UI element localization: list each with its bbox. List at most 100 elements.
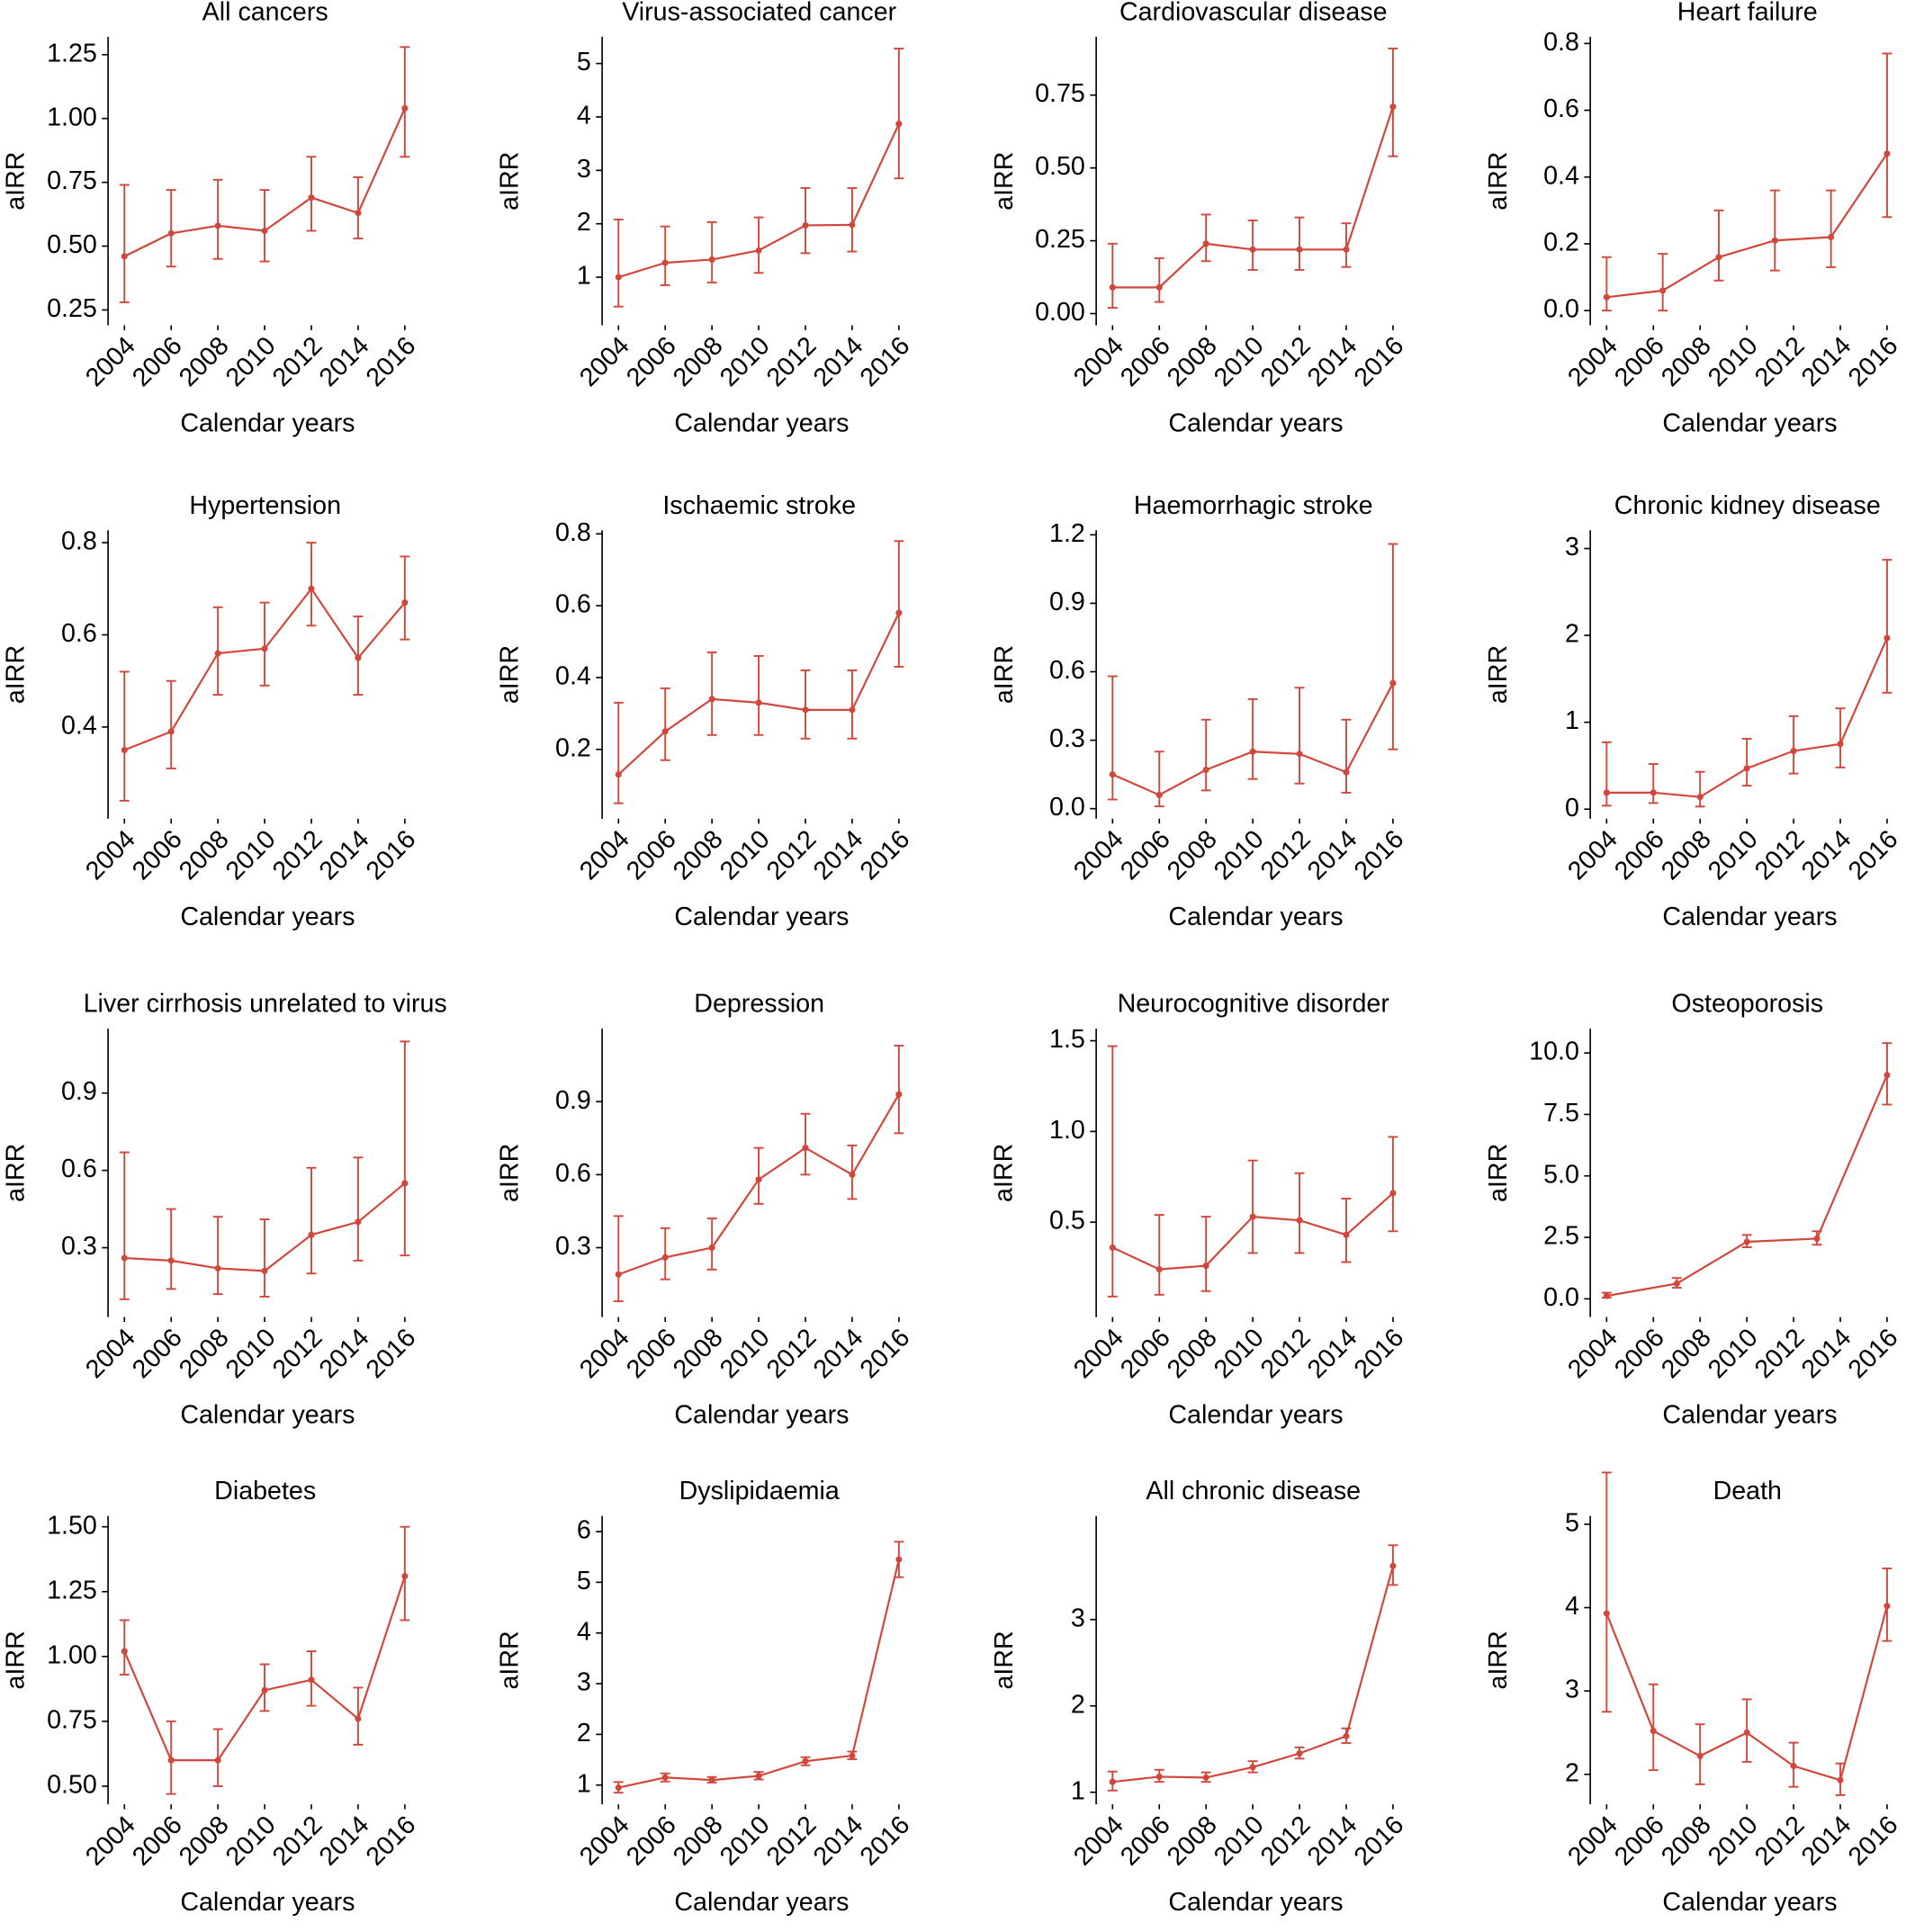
y-tick-label: 3 (577, 1668, 591, 1697)
x-axis-label: Calendar years (1662, 409, 1837, 438)
error-bar (1882, 52, 1893, 219)
x-tick-label: 2008 (1656, 1323, 1717, 1384)
y-axis-label: aIRR (2, 152, 31, 211)
data-point (1790, 747, 1797, 755)
x-tick-label: 2010 (1209, 825, 1270, 886)
y-tick-label: 0.50 (47, 230, 97, 259)
data-point (802, 221, 809, 229)
error-bar (1107, 242, 1118, 309)
y-tick-label: 2 (577, 208, 591, 237)
y-tick-label: 1.00 (47, 103, 97, 131)
data-point (1155, 791, 1163, 798)
y-axis-label: aIRR (496, 1144, 525, 1202)
data-point (802, 1757, 809, 1765)
y-tick-label: 5.0 (1543, 1160, 1579, 1189)
error-bar (613, 218, 624, 308)
data-point (1109, 1778, 1116, 1785)
x-tick-label: 2016 (361, 1323, 422, 1384)
x-tick-label: 2006 (127, 1811, 188, 1872)
data-point (1715, 254, 1722, 261)
data-point (708, 256, 715, 264)
x-tick-label: 2010 (1703, 825, 1764, 886)
x-tick-label: 2008 (174, 331, 235, 392)
panel-title: Diabetes (214, 1477, 316, 1505)
x-tick-label: 2008 (668, 331, 729, 392)
y-tick-label: 0.0 (1543, 295, 1579, 324)
error-bar (613, 701, 624, 804)
error-bar (119, 184, 130, 303)
error-bar (1247, 1159, 1258, 1254)
x-tick-label: 2006 (621, 1323, 682, 1384)
x-tick-label: 2016 (361, 1811, 422, 1872)
error-bar (660, 1227, 670, 1281)
y-axis-label: aIRR (990, 152, 1019, 211)
data-point (708, 1776, 715, 1784)
x-tick-label: 2014 (1796, 331, 1857, 392)
y-tick-label: 3 (1071, 1604, 1085, 1632)
x-tick-label: 2010 (715, 331, 776, 392)
data-point (1603, 789, 1610, 796)
error-bar (1294, 687, 1305, 785)
panel: Chronic kidney disease aIRR Calendar years… (1484, 491, 1904, 931)
x-tick-label: 2016 (1843, 1811, 1904, 1872)
error-bar (660, 687, 670, 761)
y-tick-label: 0.0 (1543, 1283, 1579, 1312)
data-point (1389, 679, 1397, 687)
y-axis-label: aIRR (990, 645, 1019, 704)
y-tick-label: 1.2 (1049, 519, 1085, 548)
y-tick-label: 0.0 (1049, 793, 1085, 822)
x-axis-label: Calendar years (674, 903, 849, 931)
data-point (895, 121, 903, 128)
error-bar (800, 669, 811, 740)
y-tick-label: 0.6 (1049, 656, 1085, 685)
error-bar (1200, 213, 1211, 263)
x-tick-label: 2012 (761, 825, 823, 886)
y-tick-label: 1.25 (47, 1576, 97, 1604)
y-tick-label: 0.8 (1543, 28, 1579, 57)
y-tick-label: 2 (1071, 1690, 1085, 1719)
data-point (1296, 1749, 1303, 1757)
data-point (615, 1784, 622, 1792)
error-bar (1294, 216, 1305, 271)
x-tick-label: 2006 (127, 1323, 188, 1384)
error-bar (119, 670, 130, 802)
data-point (1343, 246, 1350, 253)
x-axis-label: Calendar years (1168, 1888, 1343, 1917)
x-tick-label: 2006 (127, 825, 188, 886)
data-point (1696, 794, 1704, 801)
error-bar (847, 669, 858, 740)
data-point (895, 1556, 903, 1563)
x-tick-label: 2006 (621, 825, 682, 886)
data-point (849, 221, 856, 229)
x-tick-label: 2010 (1209, 1323, 1270, 1384)
data-point (1249, 1213, 1256, 1220)
x-tick-label: 2004 (1068, 331, 1129, 392)
x-tick-label: 2014 (314, 1323, 375, 1384)
data-point (1884, 634, 1891, 642)
data-point (661, 1254, 669, 1261)
panel-title: Cardiovascular disease (1119, 0, 1388, 27)
error-bar (800, 1112, 811, 1176)
x-axis-label: Calendar years (1168, 1401, 1343, 1430)
panel: Virus-associated cancer aIRR Calendar year… (496, 0, 916, 438)
panel: Hypertension aIRR Calendar years 0.4 0.6 0.8 2… (2, 491, 422, 931)
y-tick-label: 0.3 (1049, 724, 1085, 753)
y-tick-label: 4 (577, 1617, 591, 1646)
panel: All cancers aIRR Calendar years 0.25 0.50 0.7… (2, 0, 422, 438)
x-tick-label: 2016 (1349, 331, 1410, 392)
x-tick-label: 2006 (1609, 825, 1670, 886)
y-tick-label: 6 (577, 1516, 591, 1545)
error-bar (1107, 1045, 1118, 1298)
error-bar (1788, 714, 1799, 775)
data-point (261, 645, 268, 652)
error-bar (847, 186, 858, 253)
panel: Heart failure aIRR Calendar years 0.0 0.2 0.4… (1484, 0, 1904, 438)
y-tick-label: 0.9 (1049, 588, 1085, 616)
panel: Diabetes aIRR Calendar years 0.50 0.75 1.00 1.… (2, 1477, 422, 1917)
y-tick-label: 3 (1565, 533, 1579, 562)
x-tick-label: 2016 (1843, 1323, 1904, 1384)
data-point (708, 696, 715, 703)
data-point (755, 699, 762, 706)
x-tick-label: 2008 (174, 825, 235, 886)
x-tick-label: 2014 (1302, 1811, 1363, 1872)
